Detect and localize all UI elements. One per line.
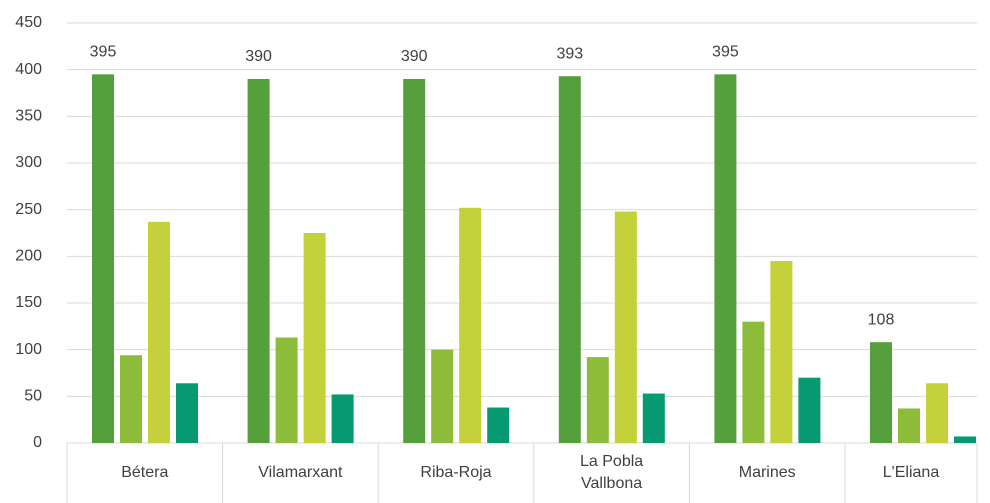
bar: [898, 408, 920, 443]
data-label: 390: [401, 48, 428, 65]
data-label: 395: [90, 44, 117, 61]
data-label: 390: [245, 48, 272, 65]
bar: [742, 321, 765, 443]
y-tick-label: 50: [24, 388, 42, 405]
y-tick-label: 400: [15, 61, 42, 78]
data-label: 393: [556, 45, 583, 62]
y-tick-label: 450: [15, 14, 42, 31]
bar: [120, 355, 142, 443]
y-tick-label: 250: [15, 201, 42, 218]
bar: [247, 79, 270, 443]
x-tick-label: L'Eliana: [882, 464, 940, 481]
x-tick-label: Bétera: [121, 464, 169, 481]
bar: [487, 407, 510, 443]
y-tick-label: 200: [15, 248, 42, 265]
x-tick-label: La Pobla Vallbona: [580, 453, 644, 492]
bar: [586, 357, 609, 443]
bar: [926, 383, 948, 443]
bar: [954, 436, 976, 443]
x-tick-label-box: Riba-Roja: [378, 443, 534, 503]
bar: [331, 394, 354, 443]
x-tick-label-box: Vilamarxant: [223, 443, 379, 503]
x-tick-label: Riba-Roja: [420, 464, 492, 481]
bar: [798, 377, 821, 443]
bar: [303, 233, 326, 443]
x-tick-label: Marines: [738, 464, 796, 481]
x-tick-label-box: Bétera: [67, 443, 223, 503]
bar: [714, 74, 737, 443]
x-tick-label: Vilamarxant: [258, 464, 343, 481]
bar: [770, 261, 793, 443]
x-tick-label-box: La Pobla Vallbona: [534, 443, 690, 503]
bar: [148, 221, 170, 443]
data-label: 395: [712, 44, 739, 61]
bar: [403, 79, 426, 443]
bar: [558, 76, 581, 443]
y-tick-label: 350: [15, 108, 42, 125]
y-tick-label: 0: [33, 434, 42, 451]
bar: [431, 349, 454, 443]
x-tick-label-box: L'Eliana: [845, 443, 977, 503]
bar: [642, 393, 665, 443]
data-label: 108: [868, 311, 895, 328]
y-tick-label: 100: [15, 341, 42, 358]
y-tick-label: 150: [15, 294, 42, 311]
bar: [459, 207, 482, 443]
bar: [176, 383, 198, 443]
y-tick-label: 300: [15, 154, 42, 171]
bar: [92, 74, 114, 443]
bar: [870, 342, 892, 443]
x-tick-label-box: Marines: [689, 443, 845, 503]
bar: [614, 211, 637, 443]
bar: [275, 337, 298, 443]
